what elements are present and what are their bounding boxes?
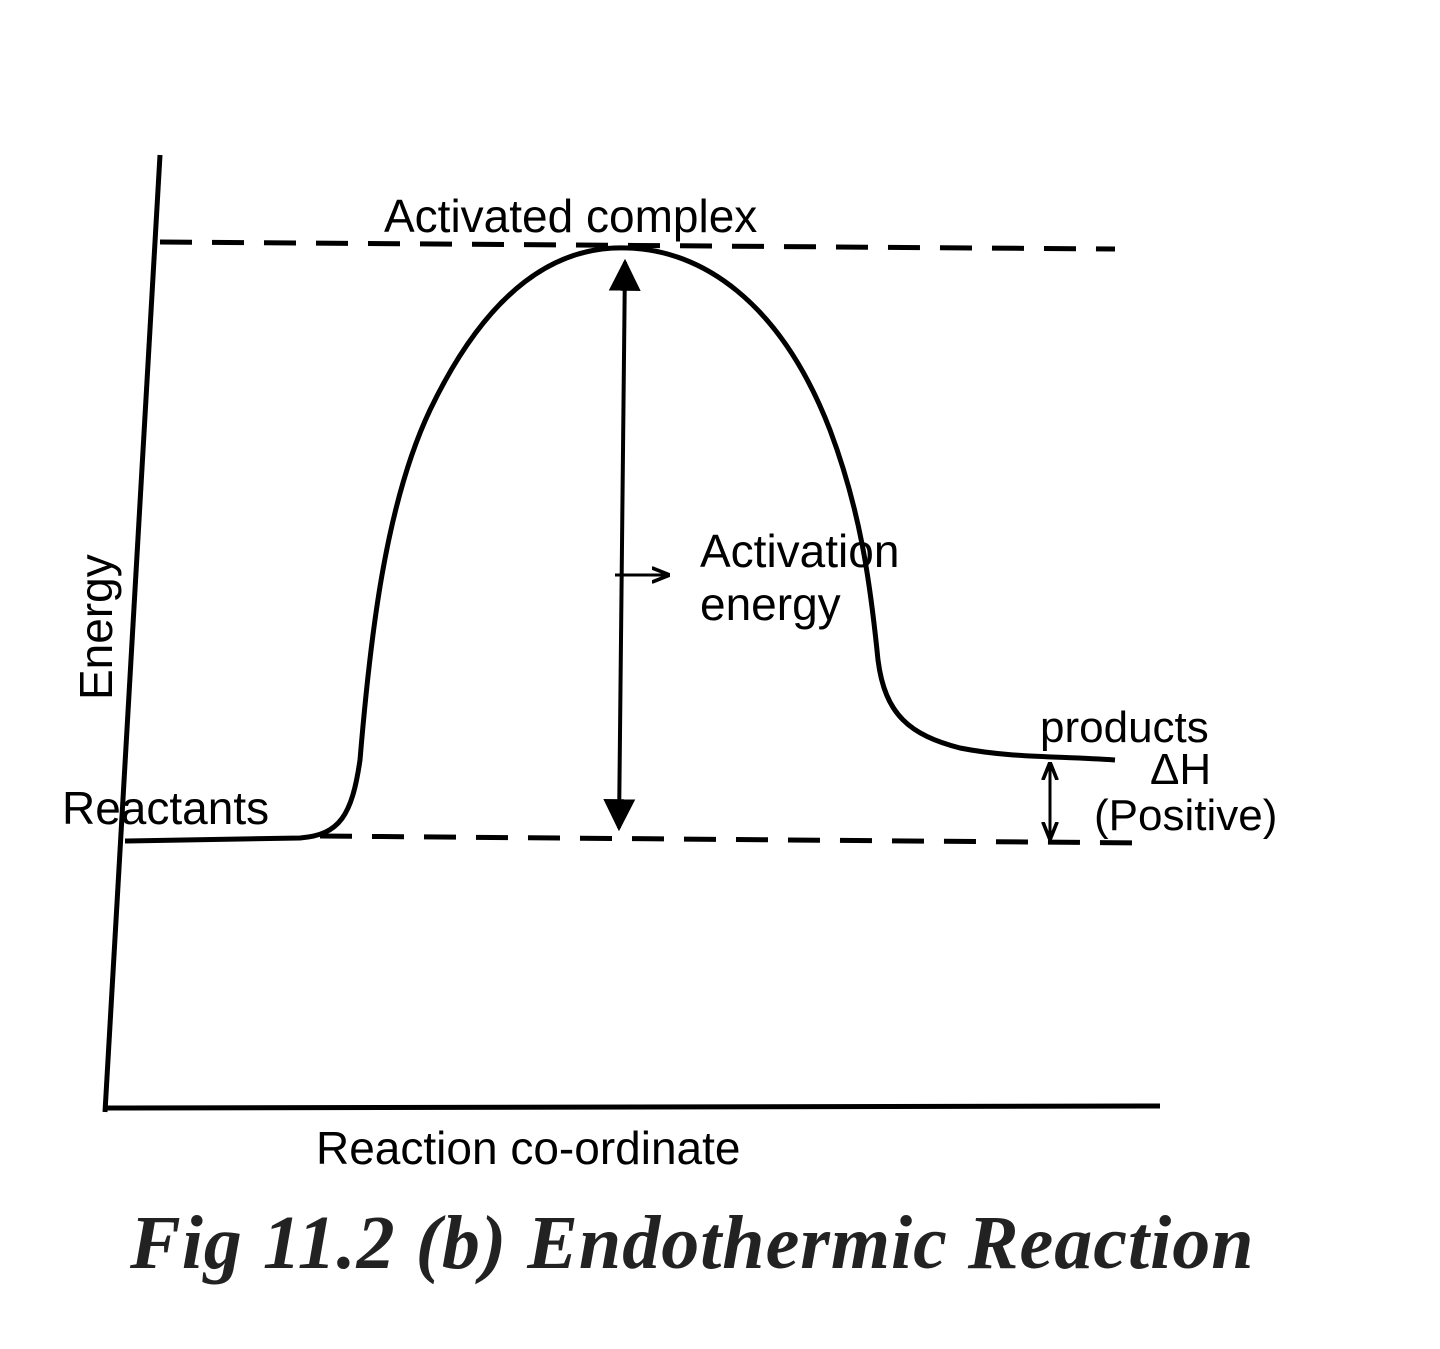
activation-energy-arrow — [603, 258, 641, 832]
products-label: products — [1040, 703, 1209, 752]
delta-h-label: ΔH — [1150, 745, 1211, 794]
x-axis-label: Reaction co-ordinate — [316, 1122, 740, 1174]
activated-complex-dashed-line — [159, 239, 1116, 252]
activated-complex-label: Activated complex — [384, 190, 757, 242]
energy-axis-label: Energy — [70, 554, 122, 700]
reactant-level-dashed-line — [319, 833, 1151, 846]
energy-profile-curve — [124, 245, 1116, 844]
activation-energy-label-line2: energy — [700, 578, 841, 630]
x-axis — [104, 1103, 1161, 1111]
positive-label: (Positive) — [1094, 791, 1277, 840]
y-axis — [102, 154, 163, 1113]
reactants-label: Reactants — [62, 782, 269, 834]
figure-caption: Fig 11.2 (b) Endothermic Reaction — [129, 1201, 1255, 1285]
activation-energy-label-line1: Activation — [700, 525, 899, 577]
